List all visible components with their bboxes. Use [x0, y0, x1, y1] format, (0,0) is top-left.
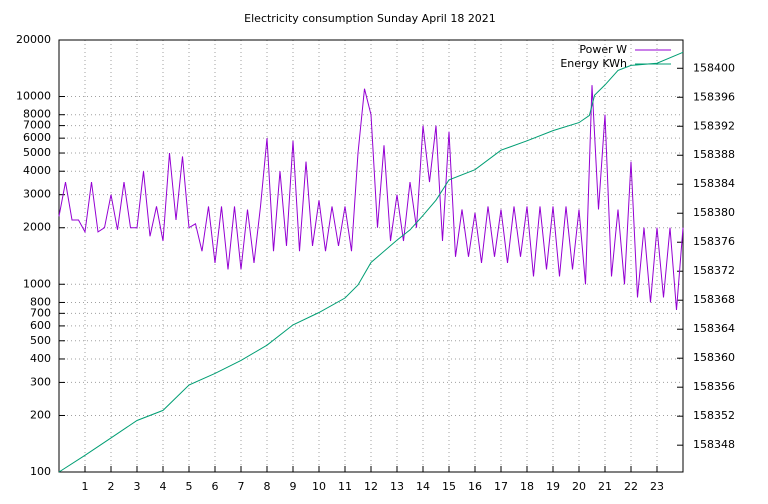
- y-tick-label: 400: [30, 352, 51, 365]
- y2-tick-label: 158372: [693, 264, 735, 277]
- y-tick-label: 4000: [23, 164, 51, 177]
- y-tick-label: 300: [30, 375, 51, 388]
- y-tick-label: 20000: [16, 33, 51, 46]
- x-tick-label: 2: [108, 480, 115, 493]
- x-tick-label: 12: [364, 480, 378, 493]
- y2-tick-label: 158396: [693, 90, 735, 103]
- x-tick-label: 4: [160, 480, 167, 493]
- y-tick-label: 600: [30, 319, 51, 332]
- y-tick-label: 500: [30, 334, 51, 347]
- plot-border: [58, 39, 684, 473]
- y-tick-label: 10000: [16, 90, 51, 103]
- x-tick-label: 13: [390, 480, 404, 493]
- y-tick-label: 8000: [23, 108, 51, 121]
- chart-title: Electricity consumption Sunday April 18 …: [244, 12, 496, 25]
- y2-tick-label: 158352: [693, 409, 735, 422]
- legend-label: Power W: [579, 43, 627, 56]
- x-tick-label: 17: [494, 480, 508, 493]
- y2-tick-label: 158356: [693, 380, 735, 393]
- x-tick-label: 10: [312, 480, 326, 493]
- y-tick-label: 3000: [23, 188, 51, 201]
- x-tick-label: 6: [212, 480, 219, 493]
- x-tick-label: 1: [82, 480, 89, 493]
- x-tick-label: 5: [186, 480, 193, 493]
- y-tick-label: 5000: [23, 146, 51, 159]
- y2-tick-label: 158384: [693, 177, 735, 190]
- x-tick-label: 18: [520, 480, 534, 493]
- y2-tick-label: 158380: [693, 206, 735, 219]
- y-tick-label: 200: [30, 408, 51, 421]
- x-tick-label: 15: [442, 480, 456, 493]
- x-tick-label: 8: [264, 480, 271, 493]
- x-tick-label: 19: [546, 480, 560, 493]
- x-tick-label: 22: [624, 480, 638, 493]
- series-line: [58, 51, 684, 473]
- legend-label: Energy KWh: [560, 57, 627, 70]
- y-tick-label: 1000: [23, 277, 51, 290]
- x-tick-label: 7: [238, 480, 245, 493]
- x-tick-label: 3: [134, 480, 141, 493]
- y-tick-label: 6000: [23, 131, 51, 144]
- y2-tick-label: 158392: [693, 119, 735, 132]
- y2-tick-label: 158348: [693, 438, 735, 451]
- y-tick-label: 100: [30, 465, 51, 478]
- x-tick-label: 16: [468, 480, 482, 493]
- y2-tick-label: 158368: [693, 293, 735, 306]
- x-tick-label: 11: [338, 480, 352, 493]
- y2-tick-label: 158360: [693, 351, 735, 364]
- y2-tick-label: 158400: [693, 61, 735, 74]
- y-tick-label: 2000: [23, 221, 51, 234]
- x-tick-label: 21: [598, 480, 612, 493]
- y2-tick-label: 158364: [693, 322, 735, 335]
- y-tick-label: 800: [30, 295, 51, 308]
- y2-tick-label: 158376: [693, 235, 735, 248]
- x-tick-label: 9: [290, 480, 297, 493]
- y-tick-label: 700: [30, 306, 51, 319]
- y-tick-label: 7000: [23, 119, 51, 132]
- series-line: [58, 85, 684, 310]
- y2-tick-label: 158388: [693, 148, 735, 161]
- x-tick-label: 23: [650, 480, 664, 493]
- x-tick-label: 14: [416, 480, 430, 493]
- x-tick-label: 20: [572, 480, 586, 493]
